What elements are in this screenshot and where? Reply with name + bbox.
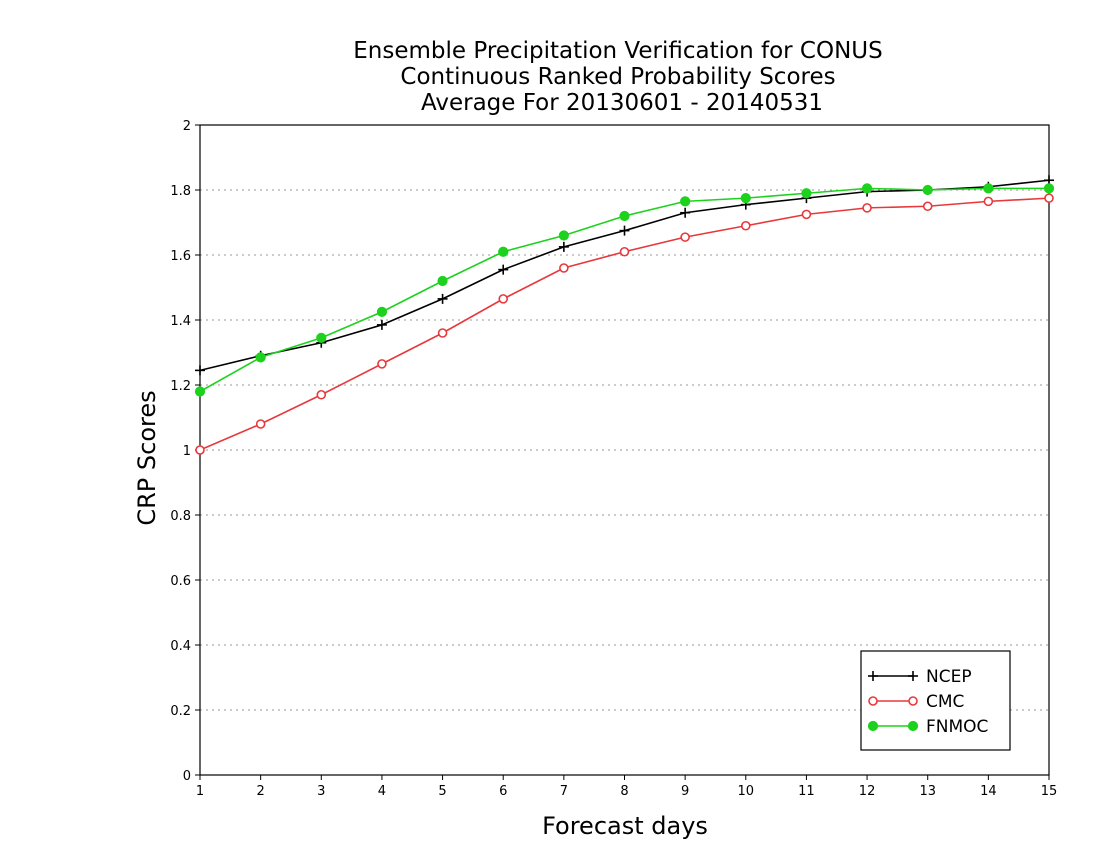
x-tick-label: 13 bbox=[919, 784, 936, 799]
legend: NCEP CMC FNMOC bbox=[860, 650, 1011, 751]
x-tick-label: 14 bbox=[980, 784, 997, 799]
x-tick-label: 7 bbox=[560, 784, 568, 799]
data-point-ncep bbox=[619, 225, 630, 236]
data-point-fnmoc bbox=[376, 306, 388, 317]
legend-item-ncep: NCEP bbox=[868, 667, 972, 687]
data-point-fnmoc bbox=[316, 332, 327, 343]
title-line-2: Continuous Ranked Probability Scores bbox=[400, 64, 835, 90]
legend-item-fnmoc: FNMOC bbox=[867, 717, 988, 737]
series-line-ncep bbox=[199, 179, 1050, 372]
y-tick-label: 1.4 bbox=[170, 314, 191, 329]
legend-label-fnmoc: FNMOC bbox=[926, 717, 988, 737]
series-cmc bbox=[195, 193, 1054, 455]
x-axis-ticks: 1 2 3 4 5 6 7 8 9 10 11 12 13 14 15 bbox=[196, 775, 1057, 799]
data-point-ncep bbox=[437, 293, 448, 304]
series-fnmoc bbox=[194, 183, 1055, 397]
data-point-fnmoc bbox=[1043, 183, 1055, 194]
series-layer bbox=[194, 175, 1055, 455]
data-point-cmc bbox=[922, 201, 933, 212]
data-point-ncep bbox=[680, 207, 691, 218]
y-tick-label: 2 bbox=[183, 119, 191, 134]
data-point-cmc bbox=[619, 246, 630, 257]
chart-title: Ensemble Precipitation Verification for … bbox=[353, 38, 882, 116]
data-point-fnmoc bbox=[619, 210, 630, 222]
y-tick-label: 1 bbox=[183, 444, 191, 459]
x-tick-label: 1 bbox=[196, 784, 204, 799]
data-point-fnmoc bbox=[255, 352, 266, 363]
data-point-cmc bbox=[862, 203, 872, 213]
data-point-fnmoc bbox=[801, 188, 812, 199]
data-point-fnmoc bbox=[861, 183, 873, 194]
y-tick-label: 0.8 bbox=[170, 509, 191, 524]
data-point-cmc bbox=[983, 196, 994, 207]
data-point-cmc bbox=[801, 209, 812, 220]
legend-marker-cmc bbox=[868, 696, 878, 706]
x-tick-label: 15 bbox=[1041, 784, 1058, 799]
data-point-cmc bbox=[559, 263, 569, 273]
legend-item-cmc: CMC bbox=[868, 692, 964, 712]
x-tick-label: 9 bbox=[681, 784, 689, 799]
data-point-fnmoc bbox=[922, 184, 933, 196]
data-point-cmc bbox=[377, 359, 387, 369]
x-tick-label: 10 bbox=[738, 784, 755, 799]
x-tick-label: 11 bbox=[798, 784, 815, 799]
data-point-cmc bbox=[1044, 193, 1054, 203]
data-point-ncep bbox=[195, 365, 205, 376]
x-tick-label: 2 bbox=[257, 784, 265, 799]
x-tick-label: 4 bbox=[378, 784, 386, 799]
data-point-cmc bbox=[740, 220, 751, 231]
data-point-ncep bbox=[498, 264, 509, 275]
data-point-fnmoc bbox=[680, 196, 691, 207]
y-tick-label: 0.6 bbox=[170, 574, 191, 589]
legend-label-cmc: CMC bbox=[926, 692, 964, 712]
data-point-cmc bbox=[437, 328, 448, 338]
data-point-fnmoc bbox=[983, 183, 994, 194]
y-tick-label: 0 bbox=[183, 769, 191, 784]
data-point-ncep bbox=[558, 241, 569, 252]
y-tick-label: 0.2 bbox=[170, 704, 191, 719]
x-tick-label: 5 bbox=[438, 784, 446, 799]
x-tick-label: 6 bbox=[499, 784, 507, 799]
gridlines bbox=[200, 189, 1049, 711]
data-point-fnmoc bbox=[437, 275, 448, 287]
x-tick-label: 8 bbox=[620, 784, 628, 799]
y-tick-label: 0.4 bbox=[170, 639, 191, 654]
y-axis-ticks: 0 0.2 0.4 0.6 0.8 1 1.2 1.4 1.6 1.8 2 bbox=[170, 119, 200, 784]
x-tick-label: 3 bbox=[317, 784, 325, 799]
legend-marker-ncep bbox=[908, 671, 918, 681]
legend-label-ncep: NCEP bbox=[926, 667, 972, 687]
data-point-cmc bbox=[316, 389, 327, 400]
series-line-cmc bbox=[199, 197, 1050, 451]
data-point-fnmoc bbox=[740, 193, 751, 204]
y-tick-label: 1.8 bbox=[170, 184, 191, 199]
legend-marker-ncep bbox=[868, 671, 878, 681]
y-tick-label: 1.6 bbox=[170, 249, 191, 264]
title-line-3: Average For 20130601 - 20140531 bbox=[421, 90, 823, 116]
data-point-fnmoc bbox=[558, 230, 569, 241]
data-point-cmc bbox=[498, 294, 509, 304]
y-tick-label: 1.2 bbox=[170, 379, 191, 394]
data-point-fnmoc bbox=[498, 246, 509, 257]
data-point-ncep bbox=[376, 319, 387, 330]
y-axis-title: CRP Scores bbox=[133, 390, 161, 525]
data-point-cmc bbox=[680, 232, 690, 242]
x-tick-label: 12 bbox=[859, 784, 876, 799]
data-point-fnmoc bbox=[194, 386, 206, 397]
data-point-cmc bbox=[255, 419, 266, 429]
x-axis-title: Forecast days bbox=[542, 812, 708, 840]
legend-marker-cmc bbox=[908, 696, 918, 706]
legend-marker-fnmoc bbox=[907, 720, 919, 732]
legend-marker-fnmoc bbox=[867, 720, 879, 732]
title-line-1: Ensemble Precipitation Verification for … bbox=[353, 38, 882, 64]
data-point-cmc bbox=[195, 445, 205, 455]
